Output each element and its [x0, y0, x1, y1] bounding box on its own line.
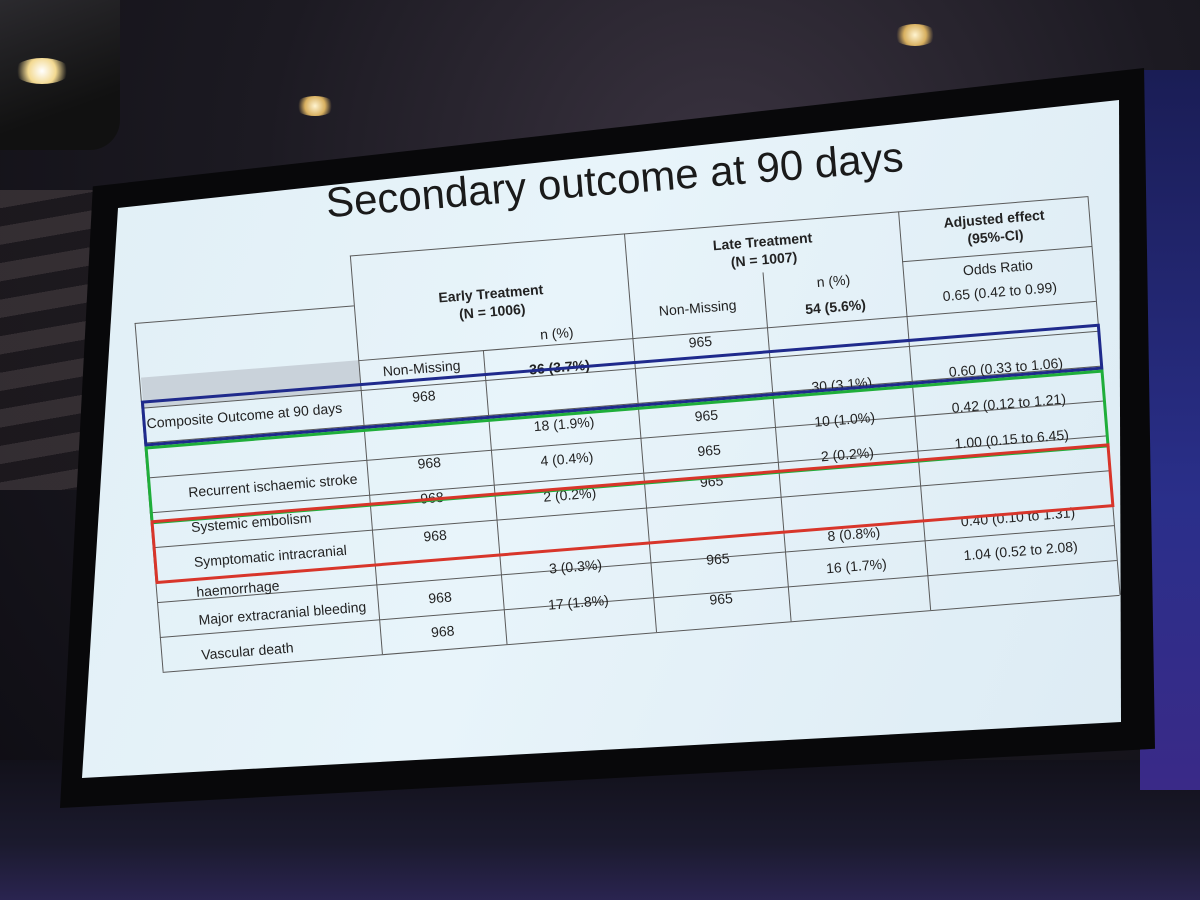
- early-n-death: 17 (1.8%): [547, 591, 610, 613]
- row-label-vascular-death: Vascular death: [200, 639, 295, 663]
- row-label-haemorrhage: haemorrhage: [195, 577, 280, 600]
- early-n-bleeding: 3 (0.3%): [548, 556, 603, 577]
- n-pct-early-header: n (%): [539, 323, 575, 343]
- late-nonmissing-bleeding: 965: [705, 550, 731, 568]
- spotlight-glow: [14, 58, 70, 84]
- early-nonmissing-bleeding: 968: [427, 588, 453, 607]
- late-nonmissing-death: 965: [708, 589, 734, 608]
- slide: Secondary outcome at 90 days Early Treat…: [105, 126, 1121, 714]
- non-missing-late-header: Non-Missing: [658, 296, 738, 319]
- ceiling-rail: [0, 190, 95, 490]
- table-border-top: [134, 305, 354, 325]
- early-nonmissing-death: 968: [430, 622, 456, 641]
- stage-spotlight: [0, 0, 120, 150]
- ceiling-light: [295, 96, 335, 116]
- ceiling-light: [893, 24, 937, 46]
- late-n-composite: 54 (5.6%): [804, 296, 867, 318]
- n-pct-late-header: n (%): [816, 271, 851, 291]
- row-label-extracranial-bleeding: Major extracranial bleeding: [197, 598, 367, 628]
- late-n-death: 16 (1.7%): [825, 555, 888, 577]
